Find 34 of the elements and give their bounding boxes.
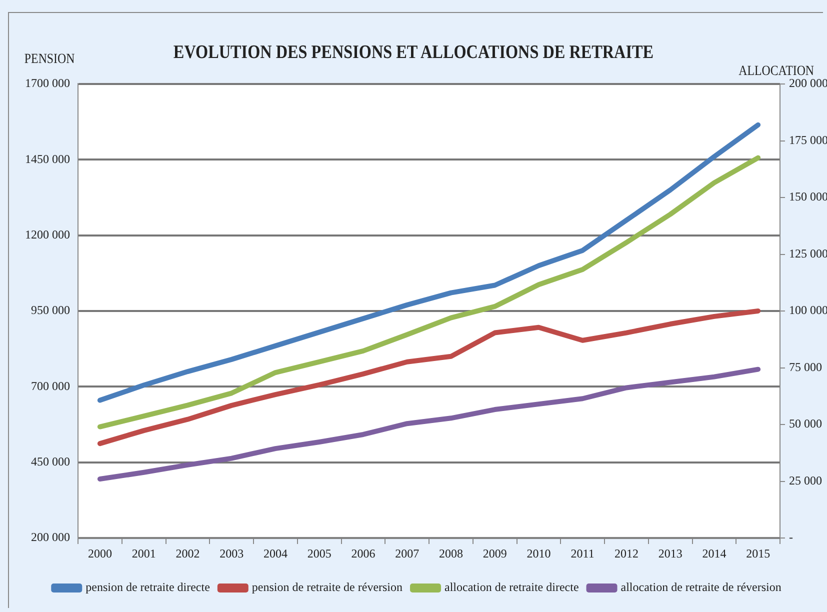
legend-label: allocation de retraite directe	[444, 580, 579, 594]
x-tick-label: 2011	[570, 546, 594, 560]
y-tick-label: 450 000	[31, 454, 70, 468]
x-tick-label: 2014	[702, 546, 726, 560]
y2-tick-label: 50 000	[789, 416, 822, 431]
y2-tick-label: -	[789, 530, 793, 544]
y-axis-title: PENSION	[24, 52, 75, 68]
chart-title: EVOLUTION DES PENSIONS ET ALLOCATIONS DE RETRAITE	[173, 42, 654, 63]
x-tick-label: 2000	[88, 546, 112, 560]
legend-label: allocation de retraite de réversion	[620, 580, 782, 594]
y2-tick-label: 75 000	[789, 360, 822, 374]
y-tick-label: 1700 000	[25, 76, 70, 90]
y2-axis-title: ALLOCATION	[738, 64, 814, 79]
y2-tick-label: 25 000	[789, 473, 822, 488]
x-tick-label: 2005	[307, 546, 332, 560]
x-tick-label: 2007	[395, 546, 420, 560]
legend-label: pension de retraite directe	[86, 580, 210, 594]
x-tick-label: 2008	[438, 546, 463, 560]
x-tick-label: 2015	[746, 546, 770, 560]
x-tick-label: 2012	[614, 546, 638, 560]
y-tick-label: 700 000	[31, 378, 70, 393]
legend-label: pension de retraite de réversion	[252, 580, 403, 594]
y-tick-label: 1450 000	[25, 152, 70, 166]
y-tick-label: 950 000	[31, 303, 70, 318]
x-tick-label: 2010	[526, 546, 551, 560]
x-tick-label: 2001	[132, 546, 156, 560]
x-tick-label: 2009	[482, 546, 507, 560]
x-tick-label: 2002	[176, 546, 200, 560]
x-tick-label: 2004	[263, 546, 288, 560]
y-tick-label: 200 000	[31, 530, 70, 544]
x-tick-label: 2013	[658, 546, 682, 560]
y-tick-label: 1200 000	[25, 227, 70, 242]
x-tick-label: 2006	[351, 546, 376, 560]
x-tick-label: 2003	[220, 546, 244, 560]
